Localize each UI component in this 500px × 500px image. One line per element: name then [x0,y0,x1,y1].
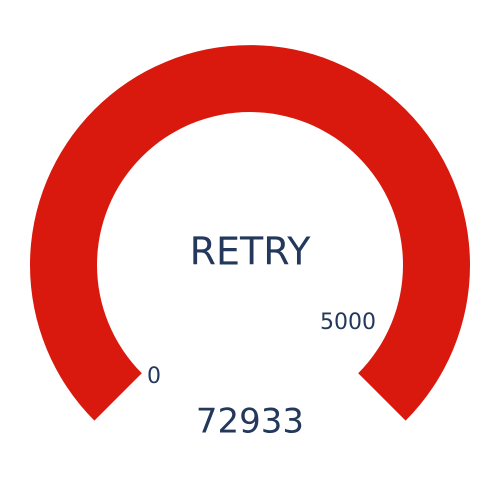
gauge-max-label: 5000 [320,310,376,335]
gauge-min-label: 0 [147,364,161,389]
gauge-title: RETRY [190,230,312,274]
gauge-value: 72933 [196,402,304,442]
gauge-arc [30,45,471,421]
